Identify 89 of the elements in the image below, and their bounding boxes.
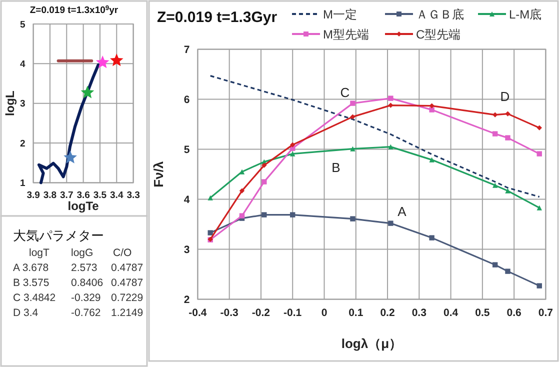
- point: [536, 151, 542, 156]
- y-tick-label: 5: [184, 144, 190, 156]
- x-tick-label: 3.5: [93, 190, 108, 202]
- point: [290, 142, 296, 148]
- chart-title: Z=0.019 t=1.3Gyr: [157, 9, 278, 26]
- point: [208, 195, 213, 200]
- point: [388, 220, 394, 226]
- point: [290, 151, 296, 156]
- y-tick-label: 3: [20, 98, 26, 110]
- point: [239, 213, 245, 218]
- point: [350, 216, 356, 222]
- text: D 3.4 -0.762 1.2149: [13, 307, 144, 319]
- legend-label: M一定: [323, 8, 357, 22]
- x-tick-label: 3.8: [43, 190, 57, 202]
- x-tick-label: 3.4: [110, 190, 124, 202]
- text: logT logG C/O: [29, 247, 132, 259]
- point: [492, 182, 498, 188]
- point: [262, 162, 267, 168]
- point: [96, 55, 110, 68]
- point: [505, 111, 510, 116]
- annotation: B: [332, 160, 340, 175]
- x-tick-label: 0.3: [412, 306, 427, 319]
- point: [208, 230, 213, 236]
- text: 大気パラメター: [13, 228, 104, 243]
- y-axis-title: logL: [3, 90, 17, 116]
- x-tick-label: 0.4: [443, 306, 458, 319]
- y-tick-label: 4: [20, 59, 26, 70]
- point: [262, 212, 267, 218]
- y-tick-label: 2: [184, 294, 190, 306]
- chart-title: Z=0.019 t=1.3x10$^{9}$yr: [30, 4, 118, 16]
- annotation: C: [340, 85, 350, 100]
- x-tick-label: -0.4: [188, 306, 207, 319]
- y-tick-label: 1: [20, 178, 26, 190]
- point: [505, 135, 510, 140]
- point: [262, 179, 267, 184]
- point: [239, 188, 245, 194]
- point: [536, 125, 542, 130]
- y-tick-label: 4: [184, 194, 190, 206]
- y-tick-label: 6: [184, 94, 190, 106]
- point: [350, 114, 356, 120]
- point: [350, 100, 356, 106]
- x-tick-label: 3.6: [76, 190, 90, 202]
- point: [505, 188, 510, 194]
- y-tick-label: 2: [20, 138, 26, 150]
- point: [388, 144, 394, 150]
- x-tick-label: 3.3: [126, 190, 140, 202]
- x-tick-label: -0.2: [252, 306, 270, 319]
- line-series: [210, 75, 540, 198]
- legend-label: ＡＧＢ底: [416, 8, 464, 22]
- text: C 3.4842 -0.329 0.7229: [13, 292, 144, 304]
- text: A 3.678 2.573 0.4787: [13, 262, 144, 274]
- legend-label: L-M底: [509, 8, 542, 22]
- point: [536, 283, 542, 288]
- legend-label: C型先端: [416, 28, 461, 42]
- point: [388, 96, 394, 101]
- y-tick-label: 5: [20, 19, 26, 30]
- legend-label: M型先端: [323, 28, 369, 42]
- x-axis-title: logλ（μ）: [341, 336, 402, 351]
- point: [429, 157, 434, 162]
- x-tick-label: 3.9: [26, 190, 40, 202]
- annotation: A: [398, 204, 407, 219]
- x-tick-label: 0: [321, 306, 328, 319]
- y-axis-title: Fν/λ: [151, 160, 166, 188]
- x-tick-label: -0.1: [284, 306, 302, 319]
- x-tick-label: 0.6: [506, 306, 522, 319]
- point: [290, 212, 296, 218]
- point: [388, 102, 394, 108]
- x-tick-label: 0.2: [380, 306, 395, 319]
- point: [110, 54, 124, 66]
- point: [80, 86, 94, 98]
- text: B 3.575 0.8406 0.4787: [13, 277, 144, 289]
- point: [64, 150, 77, 164]
- x-tick-label: 0.7: [538, 306, 554, 319]
- point: [492, 112, 498, 118]
- x-axis-title: logTe: [68, 199, 100, 213]
- x-tick-label: 0.5: [475, 306, 490, 319]
- point: [492, 262, 498, 268]
- x-tick-label: 0.1: [348, 306, 364, 319]
- point: [350, 146, 356, 152]
- annotation: D: [500, 89, 510, 104]
- point: [536, 205, 542, 210]
- point: [429, 107, 434, 112]
- x-tick-label: -0.3: [220, 306, 239, 319]
- x-tick-label: 3.7: [60, 190, 74, 202]
- point: [505, 268, 510, 274]
- y-tick-label: 7: [184, 44, 190, 56]
- y-tick-label: 3: [184, 244, 190, 256]
- point: [429, 235, 434, 240]
- point: [492, 131, 498, 136]
